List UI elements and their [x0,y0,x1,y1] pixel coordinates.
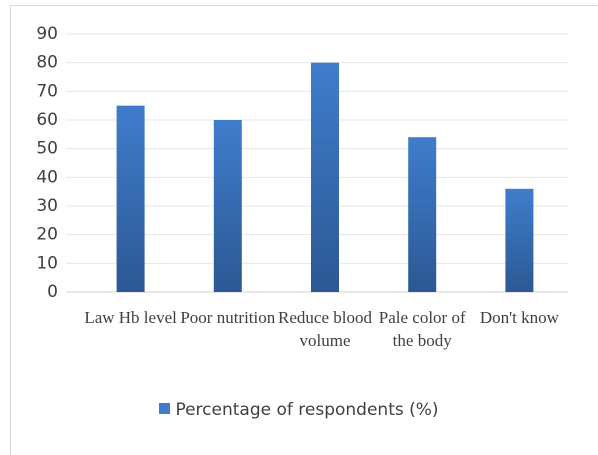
x-tick-label: Reduce blood volume [278,308,372,350]
y-tick-label: 20 [36,225,58,245]
chart-border [10,5,598,455]
y-tick-label: 40 [36,167,58,187]
x-tick-label: Don't know [479,308,559,327]
bar [311,62,339,292]
legend-label: Percentage of respondents (%) [175,400,439,420]
y-tick-label: 10 [36,253,58,273]
legend: Percentage of respondents (%) [0,400,598,420]
y-tick-label: 50 [36,139,58,159]
y-tick-label: 90 [36,24,58,44]
x-tick-label: Poor nutrition [180,308,276,327]
x-tick-label: Law Hb level [84,308,177,327]
y-tick-label: 30 [36,196,58,216]
bar [116,105,145,293]
legend-swatch [159,403,171,414]
y-tick-label: 80 [36,53,58,73]
bar [213,120,242,292]
y-tick-label: 70 [36,81,58,101]
x-tick-label: Pale color of the body [378,308,466,350]
y-tick-label: 60 [36,110,58,130]
bar [505,188,534,292]
y-tick-label: 0 [47,282,58,302]
bar [408,137,437,292]
